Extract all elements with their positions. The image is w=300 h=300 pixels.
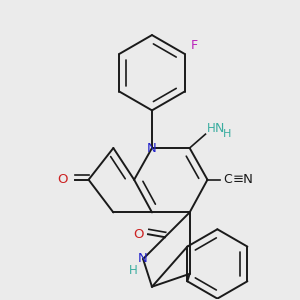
Text: H: H: [129, 264, 137, 278]
Text: ≡N: ≡N: [232, 173, 253, 186]
Text: C: C: [223, 173, 232, 186]
Text: N: N: [215, 122, 224, 135]
Text: O: O: [133, 228, 143, 241]
Text: H: H: [223, 129, 232, 139]
Text: O: O: [58, 173, 68, 186]
Text: N: N: [147, 142, 157, 154]
Text: F: F: [191, 40, 198, 52]
Text: N: N: [138, 253, 148, 266]
Text: H: H: [207, 122, 216, 135]
